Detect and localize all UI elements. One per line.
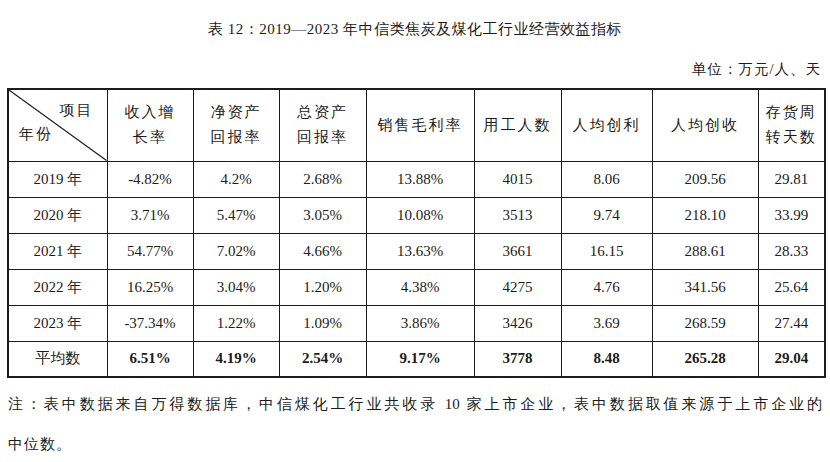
cell-value: 3426 — [474, 305, 561, 341]
document-page: 表 12：2019—2023 年中信类焦炭及煤化工行业经营效益指标 单位：万元/… — [0, 0, 830, 462]
cell-value: 1.09% — [279, 305, 366, 341]
row-label: 平均数 — [8, 341, 107, 377]
corner-label-item: 项目 — [60, 101, 94, 120]
unit-label: 单位：万元/人、天 — [692, 60, 821, 79]
table-row-2022: 2022 年 16.25% 3.04% 1.20% 4.38% 4275 4.7… — [8, 269, 825, 305]
cell-value: 3.05% — [279, 197, 366, 233]
cell-value: 29.81 — [758, 161, 825, 197]
cell-value: 8.06 — [561, 161, 652, 197]
corner-cell: 项目 年份 — [8, 89, 107, 161]
col-header-roe: 净资产 回报率 — [193, 89, 279, 161]
cell-value: 13.88% — [366, 161, 474, 197]
cell-value: 2.54% — [279, 341, 366, 377]
cell-value: 265.28 — [652, 341, 758, 377]
col-header-revenue-growth: 收入增 长率 — [107, 89, 193, 161]
cell-value: 3.86% — [366, 305, 474, 341]
cell-value: 4.38% — [366, 269, 474, 305]
cell-value: 7.02% — [193, 233, 279, 269]
cell-value: 4015 — [474, 161, 561, 197]
cell-value: -4.82% — [107, 161, 193, 197]
cell-value: 16.15 — [561, 233, 652, 269]
header-row: 项目 年份 收入增 长率 净资产 回报率 总资产 回报率 销售毛利率 用工人数 — [8, 89, 825, 161]
cell-value: 3.04% — [193, 269, 279, 305]
col-header-inventory-days: 存货周 转天数 — [758, 89, 825, 161]
row-label: 2019 年 — [8, 161, 107, 197]
cell-value: 3661 — [474, 233, 561, 269]
cell-value: 4.19% — [193, 341, 279, 377]
cell-value: 28.33 — [758, 233, 825, 269]
col-header-revenue-per-capita: 人均创收 — [652, 89, 758, 161]
cell-value: 29.04 — [758, 341, 825, 377]
cell-value: 9.74 — [561, 197, 652, 233]
cell-value: 3.69 — [561, 305, 652, 341]
footnote-line-2: 中位数。 — [8, 424, 822, 462]
row-label: 2022 年 — [8, 269, 107, 305]
cell-value: 3513 — [474, 197, 561, 233]
col-header-employees: 用工人数 — [474, 89, 561, 161]
cell-value: 4.76 — [561, 269, 652, 305]
row-label: 2020 年 — [8, 197, 107, 233]
cell-value: 4.66% — [279, 233, 366, 269]
cell-value: -37.34% — [107, 305, 193, 341]
cell-value: 1.22% — [193, 305, 279, 341]
cell-value: 16.25% — [107, 269, 193, 305]
cell-value: 4.2% — [193, 161, 279, 197]
footnote-line-1: 注：表中数据来自万得数据库，中信煤化工行业共收录 10 家上市企业，表中数据取值… — [8, 384, 822, 424]
cell-value: 9.17% — [366, 341, 474, 377]
table-row-2023: 2023 年 -37.34% 1.22% 1.09% 3.86% 3426 3.… — [8, 305, 825, 341]
cell-value: 2.68% — [279, 161, 366, 197]
cell-value: 341.56 — [652, 269, 758, 305]
cell-value: 6.51% — [107, 341, 193, 377]
cell-value: 288.61 — [652, 233, 758, 269]
cell-value: 33.99 — [758, 197, 825, 233]
cell-value: 13.63% — [366, 233, 474, 269]
stats-table: 项目 年份 收入增 长率 净资产 回报率 总资产 回报率 销售毛利率 用工人数 — [7, 88, 826, 378]
cell-value: 268.59 — [652, 305, 758, 341]
cell-value: 1.20% — [279, 269, 366, 305]
cell-value: 209.56 — [652, 161, 758, 197]
table-row-2021: 2021 年 54.77% 7.02% 4.66% 13.63% 3661 16… — [8, 233, 825, 269]
corner-label-year: 年份 — [19, 125, 53, 144]
cell-value: 8.48 — [561, 341, 652, 377]
cell-value: 54.77% — [107, 233, 193, 269]
cell-value: 3778 — [474, 341, 561, 377]
table-row-2019: 2019 年 -4.82% 4.2% 2.68% 13.88% 4015 8.0… — [8, 161, 825, 197]
cell-value: 218.10 — [652, 197, 758, 233]
table-row-2020: 2020 年 3.71% 5.47% 3.05% 10.08% 3513 9.7… — [8, 197, 825, 233]
cell-value: 3.71% — [107, 197, 193, 233]
cell-value: 4275 — [474, 269, 561, 305]
table-row-average: 平均数 6.51% 4.19% 2.54% 9.17% 3778 8.48 26… — [8, 341, 825, 377]
row-label: 2021 年 — [8, 233, 107, 269]
table-title: 表 12：2019—2023 年中信类焦炭及煤化工行业经营效益指标 — [0, 20, 830, 39]
cell-value: 10.08% — [366, 197, 474, 233]
col-header-roa: 总资产 回报率 — [279, 89, 366, 161]
footnote: 注：表中数据来自万得数据库，中信煤化工行业共收录 10 家上市企业，表中数据取值… — [8, 384, 822, 462]
cell-value: 27.44 — [758, 305, 825, 341]
cell-value: 5.47% — [193, 197, 279, 233]
row-label: 2023 年 — [8, 305, 107, 341]
cell-value: 25.64 — [758, 269, 825, 305]
col-header-profit-per-capita: 人均创利 — [561, 89, 652, 161]
col-header-gross-margin: 销售毛利率 — [366, 89, 474, 161]
